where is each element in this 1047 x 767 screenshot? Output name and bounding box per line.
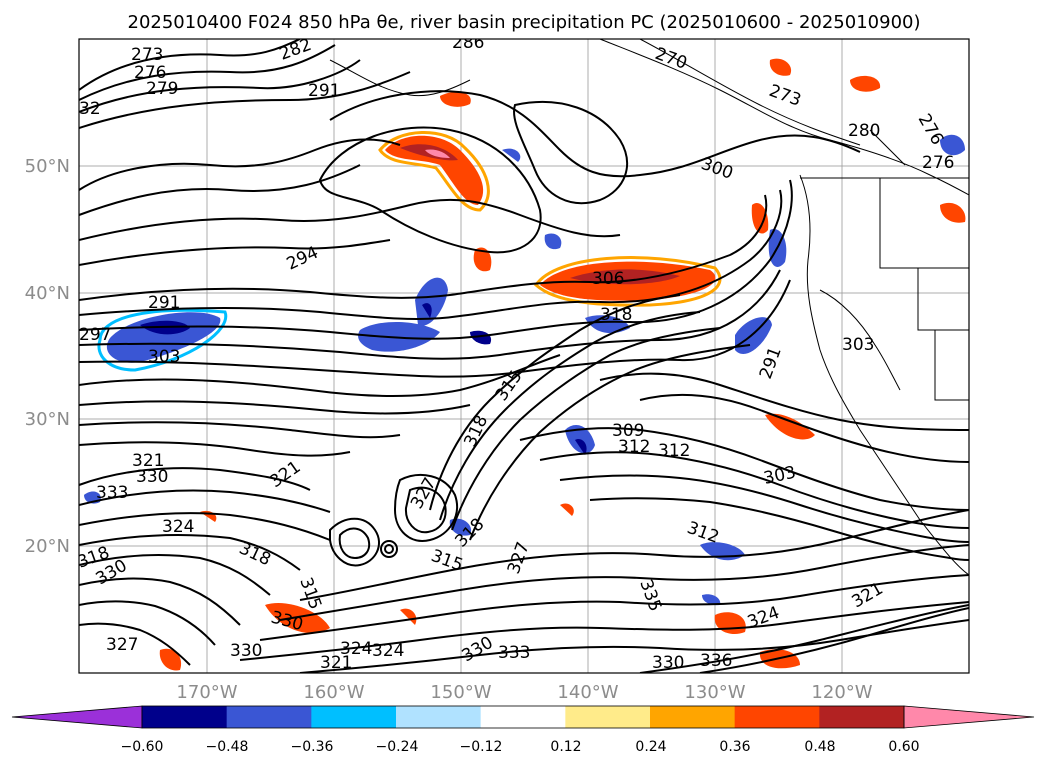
contour-label: 279 — [146, 79, 178, 99]
colorbar-swatches — [11, 705, 1035, 729]
colorbar-tick-label: 0.36 — [719, 739, 750, 755]
precip-blob — [440, 91, 471, 107]
precip-blob — [850, 75, 881, 92]
contour-label: 324 — [372, 641, 404, 661]
longitude-labels: 170°W 160°W 150°W 140°W 130°W 120°W — [176, 682, 872, 703]
precip-blob — [473, 247, 492, 272]
contour-label: 273 — [131, 45, 163, 65]
colorbar-swatch — [734, 706, 820, 728]
precip-blob — [765, 413, 815, 440]
lon-label: 170°W — [176, 682, 237, 703]
coastlines — [329, 39, 969, 576]
precip-blob — [159, 648, 182, 671]
lon-label: 150°W — [430, 682, 491, 703]
colorbar-swatch — [142, 706, 228, 728]
colorbar-swatch — [396, 706, 482, 728]
lat-label: 30°N — [25, 409, 70, 430]
colorbar-swatch — [480, 706, 566, 728]
map-panel: 273 276 279 282 286 270 291 32 273 280 2… — [78, 33, 970, 674]
contour-label: 336 — [700, 651, 732, 671]
lon-label: 120°W — [811, 682, 872, 703]
contour-label: 333 — [96, 483, 128, 503]
contour-label: 297 — [79, 325, 111, 345]
precip-blob — [502, 148, 521, 162]
contour-label: 309 — [612, 421, 644, 441]
colorbar-tick-label: 0.24 — [635, 739, 666, 755]
colorbar-tick-label: 0.12 — [550, 739, 581, 755]
contour-label: 280 — [848, 121, 880, 141]
contour-label: 330 — [136, 467, 168, 487]
precip-blob — [769, 58, 792, 76]
contour-label: 333 — [498, 643, 530, 663]
contour-label: 32 — [79, 99, 101, 119]
precip-blob — [400, 608, 417, 625]
precip-blob — [544, 233, 562, 250]
contour-label: 324 — [162, 517, 194, 537]
lat-label: 20°N — [25, 536, 70, 557]
colorbar-extend-high — [903, 705, 1035, 729]
lat-label: 50°N — [25, 156, 70, 177]
precip-blob — [385, 135, 484, 205]
figure-title: 2025010400 F024 850 hPa θe, river basin … — [128, 12, 921, 33]
precip-blob — [570, 269, 680, 285]
contour-label: 312 — [658, 441, 690, 461]
theta-e-contours — [79, 39, 969, 673]
contour-label: 321 — [132, 451, 164, 471]
colorbar-tick-label: −0.24 — [376, 739, 419, 755]
precip-blob — [940, 202, 966, 223]
contour-label: 321 — [320, 653, 352, 673]
precip-blob — [702, 594, 721, 606]
precip-blob — [560, 503, 574, 516]
contour-label: 318 — [600, 305, 632, 325]
colorbar: −0.60 −0.48 −0.36 −0.24 −0.12 0.12 0.24 … — [11, 705, 1035, 755]
contour-label: 286 — [452, 33, 484, 53]
precip-blob — [940, 134, 965, 156]
contour-label: 276 — [134, 63, 166, 83]
precip-blob — [378, 131, 490, 212]
colorbar-tick-label: −0.60 — [121, 739, 164, 755]
colorbar-swatch — [565, 706, 651, 728]
lon-label: 130°W — [684, 682, 745, 703]
precip-blob — [425, 149, 450, 158]
lon-label: 140°W — [557, 682, 618, 703]
precip-blob — [422, 303, 432, 318]
lon-label: 160°W — [303, 682, 364, 703]
latitude-labels: 50°N 40°N 30°N 20°N — [25, 156, 70, 557]
contour-label: 303 — [842, 335, 874, 355]
precip-blob — [751, 202, 769, 234]
colorbar-tick-label: −0.36 — [291, 739, 334, 755]
contour-label: 291 — [148, 293, 180, 313]
colorbar-tick-label: −0.48 — [206, 739, 249, 755]
precip-blob — [97, 308, 228, 372]
colorbar-tick-label: 0.60 — [888, 739, 919, 755]
colorbar-swatch — [311, 706, 397, 728]
contour-label: 303 — [148, 347, 180, 367]
contour-label: 306 — [592, 269, 624, 289]
precip-blob — [415, 277, 448, 326]
precip-blob — [575, 439, 587, 455]
colorbar-ticks: −0.60 −0.48 −0.36 −0.24 −0.12 0.12 0.24 … — [121, 739, 920, 755]
lat-label: 40°N — [25, 283, 70, 304]
colorbar-swatch — [819, 706, 905, 728]
colorbar-swatch — [226, 706, 312, 728]
colorbar-tick-label: 0.48 — [804, 739, 835, 755]
contour-label: 330 — [230, 641, 262, 661]
contour-label: 330 — [652, 653, 684, 673]
precip-blob — [585, 315, 630, 334]
colorbar-swatch — [650, 706, 736, 728]
contour-label: 276 — [922, 153, 954, 173]
contour-label: 312 — [618, 437, 650, 457]
colorbar-outline — [141, 705, 905, 729]
colorbar-extend-low — [11, 705, 143, 729]
colorbar-tick-label: −0.12 — [460, 739, 503, 755]
contour-label: 291 — [308, 81, 340, 101]
precip-blob — [106, 312, 221, 363]
contour-label: 327 — [106, 635, 138, 655]
contour-label: 324 — [340, 639, 372, 659]
precip-blob — [470, 330, 492, 345]
